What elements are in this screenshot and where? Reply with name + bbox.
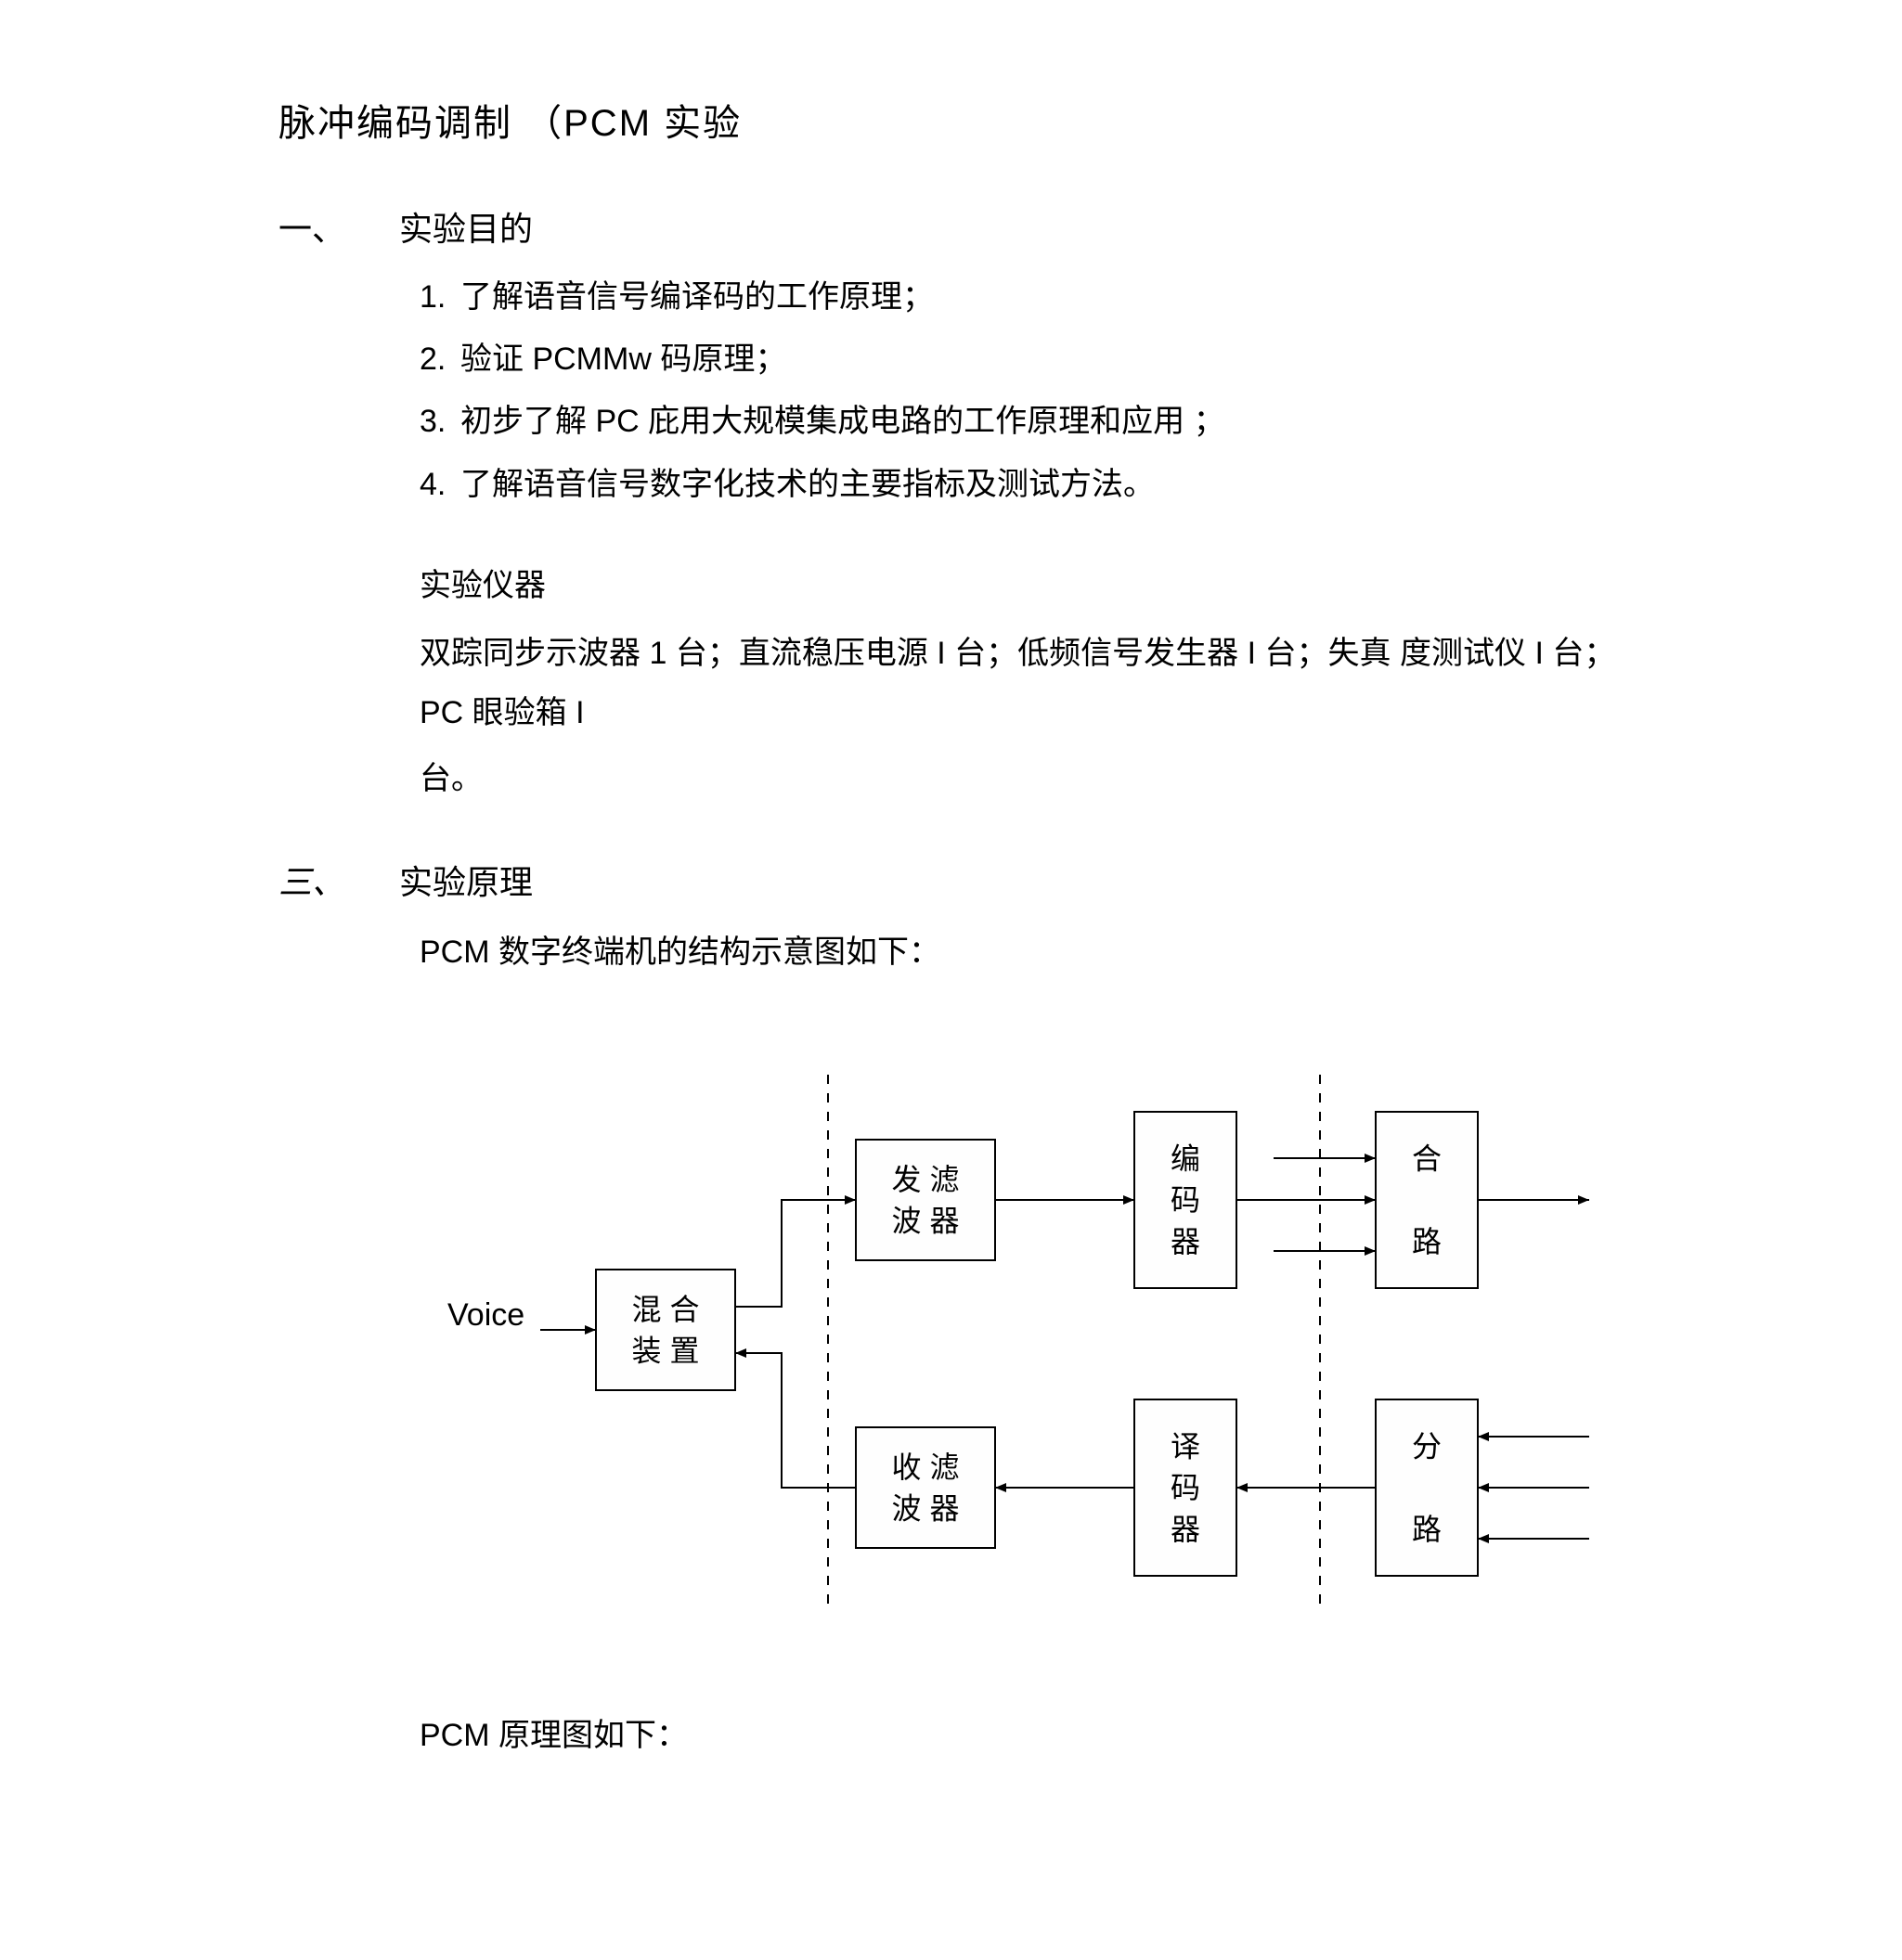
instr-t1e: 台；低频信号发生器	[946, 636, 1248, 671]
instr-t1f: I	[1248, 636, 1256, 671]
svg-text:Voice: Voice	[447, 1297, 524, 1333]
instr-t1b: 1	[649, 636, 666, 671]
purpose-num-1: 1.	[420, 269, 460, 326]
svg-text:合: 合	[1412, 1142, 1442, 1176]
principle-after-pcm: PCM	[420, 1718, 490, 1753]
purpose-text-2b: PCMMw	[532, 342, 651, 377]
svg-text:路: 路	[1412, 1513, 1442, 1546]
purpose-item-3: 3.初步了解 PC 庇用大规模集成电路的工作原理和应用 ；	[420, 393, 1624, 450]
instruments-line-2: 台。	[420, 749, 1624, 809]
instr-t1c: 台；直流稳压电源	[666, 636, 937, 671]
page-title: 脉冲编码调制 （PCM 实验	[278, 93, 1624, 147]
title-pcm: PCM	[563, 103, 652, 144]
svg-text:波 器: 波 器	[892, 1492, 960, 1526]
purpose-text-3a: 初步了解	[460, 404, 595, 439]
pcm-structure-diagram: Voice混 合装 置发 滤波 器编码器合路收 滤波 器译码器分路	[420, 1019, 1624, 1650]
principle-after: PCM 原理图如下：	[420, 1706, 1624, 1766]
principle-after-line: PCM 原理图如下：	[420, 1706, 1624, 1766]
instr-t1j: 眼验箱	[463, 695, 576, 730]
svg-text:装 置: 装 置	[632, 1335, 700, 1368]
svg-text:译: 译	[1171, 1430, 1200, 1464]
instruments-line-1: 双踪同步示波器 1 台；直流稳压电源 I 台；低频信号发生器 I 台；失真 度测…	[420, 624, 1624, 743]
section-1-header: 一、 实验目的	[278, 202, 1624, 251]
flowchart-svg: Voice混 合装 置发 滤波 器编码器合路收 滤波 器译码器分路	[420, 1019, 1626, 1650]
svg-text:波 器: 波 器	[892, 1205, 960, 1238]
svg-text:收 滤: 收 滤	[892, 1451, 960, 1484]
purpose-item-4: 4.了解语音信号数字化技术的主要指标及测试方法。	[420, 457, 1624, 513]
purpose-text-3c: 庇用大规模集成电路的工作原理和应用 ；	[640, 404, 1225, 439]
svg-text:器: 器	[1171, 1225, 1200, 1258]
purpose-text-3b: PC	[595, 404, 639, 439]
svg-text:编: 编	[1171, 1142, 1200, 1176]
instr-pc: PC	[420, 695, 463, 730]
svg-text:码: 码	[1171, 1471, 1200, 1504]
purpose-text-2c: 码原理；	[652, 342, 786, 377]
purpose-text-1: 了解语音信号编译码的工作原理；	[460, 279, 934, 315]
purpose-item-2: 2.验证 PCMMw 码原理；	[420, 331, 1624, 388]
purpose-num-2: 2.	[420, 331, 460, 388]
purpose-num-4: 4.	[420, 457, 460, 513]
svg-text:混 合: 混 合	[632, 1293, 700, 1326]
svg-text:分: 分	[1412, 1430, 1442, 1464]
svg-text:发 滤: 发 滤	[892, 1163, 960, 1196]
title-prefix: 脉冲编码调制 （	[278, 103, 563, 144]
section-1-num: 一、	[278, 202, 399, 251]
instr-t1: 双踪同步示波器	[420, 636, 649, 671]
instr-t1i: 台；	[1544, 636, 1615, 671]
principle-intro: PCM 数字终端机的结构示意图如下：	[420, 922, 1624, 983]
purpose-text-4: 了解语音信号数字化技术的主要指标及测试方法。	[460, 467, 1155, 502]
title-suffix: 实验	[652, 103, 742, 144]
section-1-label: 实验目的	[399, 202, 533, 251]
section-3-label: 实验原理	[399, 856, 533, 904]
instr-t1k: I	[576, 695, 584, 730]
svg-text:码: 码	[1171, 1183, 1200, 1217]
instr-t1h: I	[1534, 636, 1543, 671]
svg-text:路: 路	[1412, 1225, 1442, 1258]
principle-intro-pcm: PCM	[420, 935, 490, 970]
principle-after-text: 原理图如下：	[490, 1718, 688, 1753]
instruments-heading: 实验仪器	[420, 560, 1624, 605]
principle-intro-text: 数字终端机的结构示意图如下：	[490, 935, 940, 970]
purpose-text-2a: 验证	[460, 342, 532, 377]
principle-intro-line: PCM 数字终端机的结构示意图如下：	[420, 922, 1624, 983]
purpose-list: 1.了解语音信号编译码的工作原理； 2.验证 PCMMw 码原理； 3.初步了解…	[420, 269, 1624, 513]
instruments-block: 实验仪器 双踪同步示波器 1 台；直流稳压电源 I 台；低频信号发生器 I 台；…	[420, 560, 1624, 809]
purpose-num-3: 3.	[420, 393, 460, 450]
purpose-item-1: 1.了解语音信号编译码的工作原理；	[420, 269, 1624, 326]
instr-t1d: I	[937, 636, 945, 671]
document-page: 脉冲编码调制 （PCM 实验 一、 实验目的 1.了解语音信号编译码的工作原理；…	[0, 0, 1902, 1960]
svg-text:器: 器	[1171, 1513, 1200, 1546]
section-3-header: 三、 实验原理	[278, 856, 1624, 904]
instr-t1g: 台；失真 度测试仪	[1256, 636, 1534, 671]
section-3-num: 三、	[278, 856, 399, 904]
